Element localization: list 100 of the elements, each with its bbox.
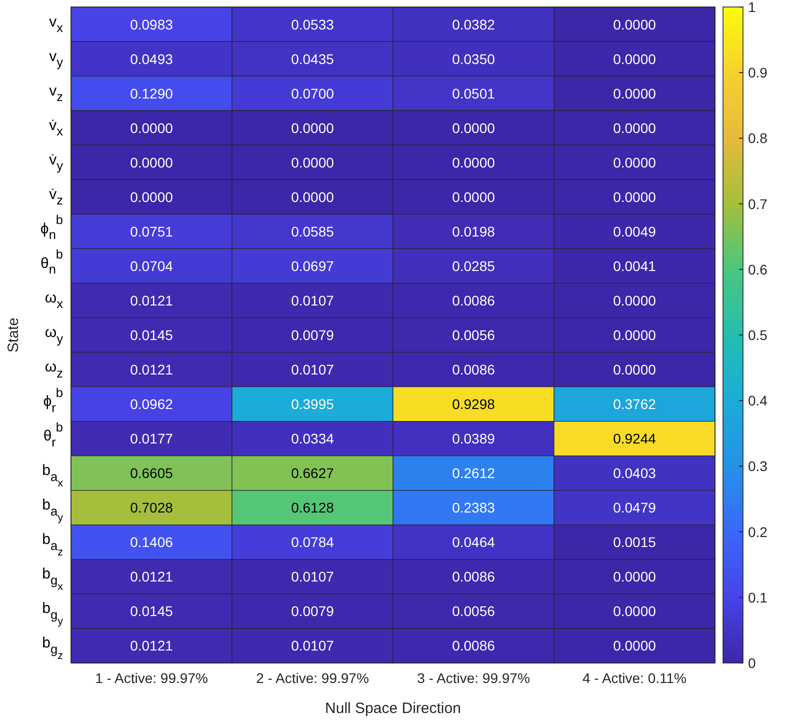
data-label: 0.0000 bbox=[613, 362, 656, 378]
data-label: 0.3762 bbox=[613, 396, 656, 412]
data-label: 0.0000 bbox=[613, 85, 656, 102]
data-label: 0.0501 bbox=[452, 85, 496, 102]
data-label: 0.0049 bbox=[613, 223, 656, 240]
data-label: 0.0000 bbox=[130, 188, 174, 205]
data-label: 0.2612 bbox=[452, 465, 496, 482]
data-label: 0.0784 bbox=[291, 534, 334, 550]
data-label: 0.0121 bbox=[130, 362, 174, 378]
data-label: 0.0056 bbox=[452, 603, 496, 620]
data-label: 0.0000 bbox=[613, 120, 656, 136]
data-label: 0.3995 bbox=[291, 396, 334, 412]
data-label: 0.0479 bbox=[613, 500, 656, 516]
data-label: 0.0086 bbox=[452, 292, 496, 308]
y-tick-label: v̇$_{x}$ bbox=[49, 116, 64, 139]
data-label: 0.0389 bbox=[452, 430, 496, 447]
data-label: 0.0382 bbox=[452, 16, 496, 32]
y-tick-label: ω$_{x}$ bbox=[44, 289, 64, 312]
data-label: 0.0983 bbox=[130, 16, 174, 32]
x-tick-label: 1 - Active: 99.97% bbox=[95, 670, 208, 686]
data-label: 0.0704 bbox=[130, 258, 174, 274]
x-tick-label: 3 - Active: 99.97% bbox=[417, 670, 530, 686]
y-tick-label: ω$_{y}$ bbox=[44, 324, 64, 346]
data-label: 0.0000 bbox=[130, 120, 174, 136]
data-label: 0.0000 bbox=[613, 568, 656, 585]
data-label: 0.6128 bbox=[291, 500, 334, 516]
data-label: 0.0000 bbox=[291, 120, 334, 136]
data-label: 0.0086 bbox=[452, 638, 496, 654]
data-label: 0.0000 bbox=[613, 50, 656, 67]
data-label: 0.0350 bbox=[452, 50, 496, 67]
data-label: 0.9298 bbox=[452, 396, 496, 412]
data-label: 0.0533 bbox=[291, 16, 334, 32]
data-label: 0.6605 bbox=[130, 465, 174, 482]
color-bar-label: 0.5 bbox=[748, 327, 768, 343]
x-axis-title: Null Space Direction bbox=[325, 700, 461, 717]
data-label: 0.0435 bbox=[291, 50, 334, 67]
data-label: 0.0000 bbox=[613, 154, 656, 170]
data-label: 0.0000 bbox=[613, 327, 656, 343]
data-label: 0.0700 bbox=[291, 85, 334, 102]
color-bar-label: 0.1 bbox=[748, 589, 768, 606]
data-label: 0.0334 bbox=[291, 430, 334, 447]
y-tick-label: v̇$_{z}$ bbox=[49, 186, 63, 208]
data-label: 0.0107 bbox=[291, 638, 334, 654]
y-axis-title: State bbox=[5, 317, 22, 353]
color-bar-label: 0.3 bbox=[748, 458, 768, 474]
data-label: 0.0000 bbox=[613, 638, 656, 654]
data-label: 0.0585 bbox=[291, 223, 334, 240]
data-label: 0.0079 bbox=[291, 603, 334, 620]
y-tick-label: ω$_{z}$ bbox=[44, 358, 63, 381]
data-label: 0.7028 bbox=[130, 500, 174, 516]
color-bar-label: 0.9 bbox=[748, 64, 768, 81]
data-label: 0.0121 bbox=[130, 568, 174, 585]
data-label: 0.0177 bbox=[130, 430, 174, 447]
y-tick-label: v$_{z}$ bbox=[49, 82, 63, 104]
data-label: 0.6627 bbox=[291, 465, 334, 482]
data-label: 0.0056 bbox=[452, 327, 496, 343]
data-label: 0.0121 bbox=[130, 638, 174, 654]
data-label: 0.1290 bbox=[130, 85, 174, 102]
y-tick-label: v̇$_{y}$ bbox=[49, 151, 64, 174]
data-label: 0.1406 bbox=[130, 534, 174, 550]
data-label: 0.0000 bbox=[291, 188, 334, 205]
color-bar-label: 0.8 bbox=[748, 130, 768, 146]
data-label: 0.0000 bbox=[613, 292, 656, 308]
x-tick-label: 4 - Active: 0.11% bbox=[582, 670, 687, 686]
color-bar-label: 0.6 bbox=[748, 261, 768, 278]
data-label: 0.0145 bbox=[130, 327, 174, 343]
data-label: 0.9244 bbox=[613, 430, 656, 447]
data-label: 0.0015 bbox=[613, 534, 656, 550]
data-label: 0.0107 bbox=[291, 362, 334, 378]
data-label: 0.0198 bbox=[452, 223, 496, 240]
color-bar-label: 0 bbox=[748, 655, 756, 671]
color-bar-label: 1 bbox=[748, 0, 756, 15]
data-label: 0.0000 bbox=[613, 603, 656, 620]
color-bar-label: 0.2 bbox=[748, 524, 768, 540]
data-label: 0.0962 bbox=[130, 396, 174, 412]
data-label: 0.2383 bbox=[452, 500, 496, 516]
data-label: 0.0000 bbox=[452, 154, 496, 170]
y-tick-label: v$_{x}$ bbox=[49, 13, 64, 36]
data-label: 0.0000 bbox=[130, 154, 174, 170]
y-tick-label: v$_{y}$ bbox=[49, 48, 64, 70]
color-bar-label: 0.4 bbox=[748, 392, 768, 409]
data-label: 0.0000 bbox=[613, 188, 656, 205]
data-label: 0.0000 bbox=[613, 16, 656, 32]
data-label: 0.0285 bbox=[452, 258, 496, 274]
data-label: 0.0403 bbox=[613, 465, 656, 482]
data-label: 0.0000 bbox=[452, 120, 496, 136]
x-tick-label: 2 - Active: 99.97% bbox=[256, 670, 369, 686]
data-label: 0.0107 bbox=[291, 292, 334, 308]
data-label: 0.0107 bbox=[291, 568, 334, 585]
data-label: 0.0121 bbox=[130, 292, 174, 308]
data-label: 0.0041 bbox=[613, 258, 656, 274]
data-label: 0.0697 bbox=[291, 258, 334, 274]
data-label: 0.0086 bbox=[452, 568, 496, 585]
data-label: 0.0145 bbox=[130, 603, 174, 620]
data-label: 0.0079 bbox=[291, 327, 334, 343]
data-label: 0.0464 bbox=[452, 534, 496, 550]
color-bar-label: 0.7 bbox=[748, 196, 768, 212]
data-label: 0.0751 bbox=[130, 223, 174, 240]
data-label: 0.0493 bbox=[130, 50, 174, 67]
data-label: 0.0086 bbox=[452, 362, 496, 378]
